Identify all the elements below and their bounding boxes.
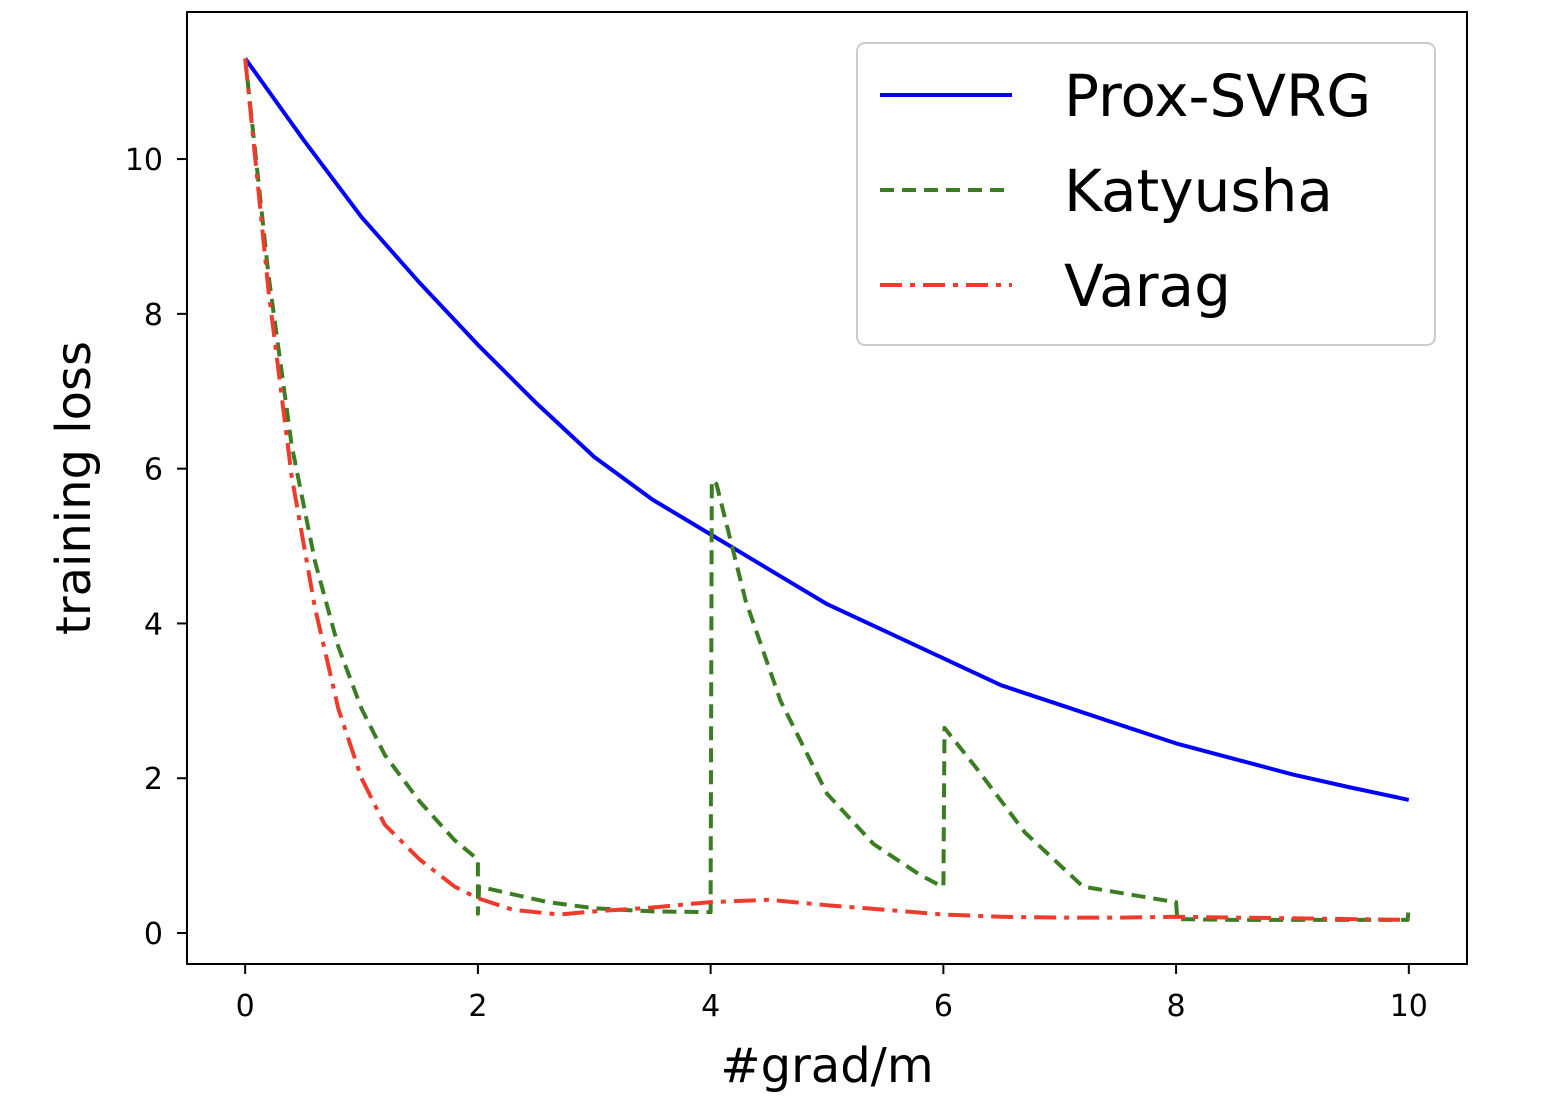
y-tick-label: 8 <box>144 298 163 333</box>
legend-label-2: Katyusha <box>1064 157 1333 225</box>
legend-label-3: Varag <box>1064 252 1231 320</box>
x-tick-label: 8 <box>1167 989 1186 1024</box>
series-line-3 <box>243 58 1409 922</box>
legend-frame <box>856 42 1436 346</box>
x-tick-label: 6 <box>934 989 953 1024</box>
series-layer <box>243 57 1411 922</box>
x-tick-label: 0 <box>236 989 255 1024</box>
y-tick-label: 10 <box>125 143 163 178</box>
x-tick-label: 4 <box>701 989 720 1024</box>
x-tick-label: 2 <box>468 989 487 1024</box>
x-tick-label: 10 <box>1390 989 1428 1024</box>
legend-label-1: Prox-SVRG <box>1064 62 1371 130</box>
y-tick-label: 2 <box>144 762 163 797</box>
x-axis-label: #grad/m <box>720 1038 933 1094</box>
y-tick-label: 4 <box>144 607 163 642</box>
series-line-2 <box>243 58 1411 922</box>
y-axis-label: training loss <box>46 341 102 635</box>
legend: Prox-SVRG Katyusha Varag <box>856 42 1436 346</box>
x-axis-ticks: 0 2 4 6 8 10 <box>236 964 1428 1024</box>
y-tick-label: 0 <box>144 917 163 952</box>
series-line-1 <box>243 57 1410 802</box>
y-tick-label: 6 <box>144 453 163 488</box>
y-axis-ticks: 0 2 4 6 8 10 <box>125 143 187 952</box>
